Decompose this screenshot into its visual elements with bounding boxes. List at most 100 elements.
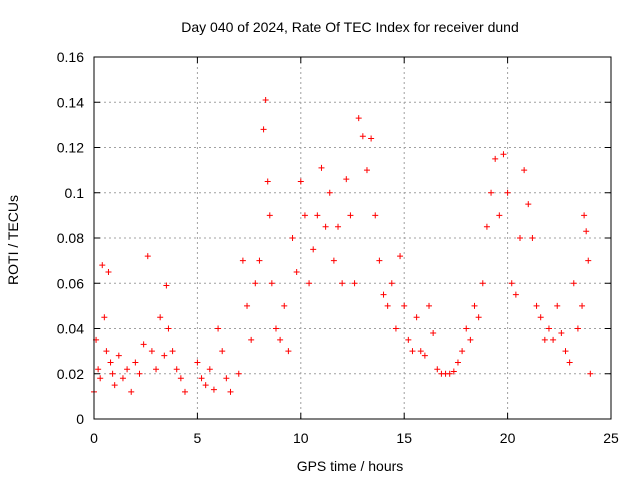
x-tick-label: 0 bbox=[90, 430, 98, 446]
x-tick-label: 5 bbox=[194, 430, 202, 446]
y-tick-label: 0.04 bbox=[57, 321, 84, 337]
y-tick-label: 0.16 bbox=[57, 49, 84, 65]
data-point bbox=[97, 375, 104, 382]
x-axis-label: GPS time / hours bbox=[297, 458, 404, 474]
data-point bbox=[173, 366, 180, 373]
data-point bbox=[239, 257, 246, 264]
y-tick-label: 0.14 bbox=[57, 94, 84, 110]
data-point bbox=[95, 366, 102, 373]
data-point bbox=[467, 336, 474, 343]
data-point bbox=[202, 382, 209, 389]
data-point bbox=[500, 151, 507, 158]
data-point bbox=[99, 262, 106, 269]
data-point bbox=[330, 257, 337, 264]
data-point bbox=[579, 302, 586, 309]
data-point bbox=[537, 314, 544, 321]
data-point bbox=[318, 164, 325, 171]
data-point bbox=[210, 386, 217, 393]
data-point bbox=[136, 370, 143, 377]
data-point bbox=[434, 366, 441, 373]
data-point bbox=[479, 280, 486, 287]
data-point bbox=[281, 302, 288, 309]
data-point bbox=[550, 336, 557, 343]
data-point bbox=[314, 212, 321, 219]
data-point bbox=[368, 135, 375, 142]
data-point bbox=[430, 330, 437, 337]
data-point bbox=[533, 302, 540, 309]
data-point bbox=[266, 212, 273, 219]
data-point bbox=[301, 212, 308, 219]
data-point bbox=[545, 325, 552, 332]
data-point bbox=[583, 228, 590, 235]
data-point bbox=[525, 201, 532, 208]
data-point bbox=[194, 359, 201, 366]
plot-frame bbox=[93, 56, 612, 420]
y-tick-label: 0 bbox=[76, 411, 84, 427]
data-point bbox=[223, 375, 230, 382]
data-point bbox=[496, 212, 503, 219]
data-point bbox=[264, 178, 271, 185]
data-point bbox=[111, 382, 118, 389]
data-point bbox=[426, 302, 433, 309]
data-point bbox=[256, 257, 263, 264]
data-point bbox=[219, 348, 226, 355]
data-point bbox=[417, 348, 424, 355]
y-tick-label: 0.1 bbox=[65, 185, 85, 201]
data-point bbox=[272, 325, 279, 332]
data-point bbox=[587, 370, 594, 377]
data-point bbox=[483, 223, 490, 230]
data-point bbox=[372, 212, 379, 219]
data-point bbox=[355, 115, 362, 122]
data-point bbox=[105, 268, 112, 275]
data-point bbox=[384, 302, 391, 309]
data-point bbox=[554, 302, 561, 309]
y-axis-label: ROTI / TECUs bbox=[5, 195, 21, 285]
axis-ticks: 0 0.02 0.04 0.06 0.08 0.1 0.12 0.14 0.16 0 5 10 15 20… bbox=[57, 49, 619, 446]
data-point bbox=[235, 370, 242, 377]
data-point bbox=[454, 359, 461, 366]
data-point bbox=[227, 388, 234, 395]
data-point bbox=[562, 348, 569, 355]
data-point bbox=[405, 336, 412, 343]
data-point bbox=[107, 359, 114, 366]
data-point bbox=[163, 282, 170, 289]
data-point bbox=[206, 366, 213, 373]
data-point bbox=[285, 348, 292, 355]
data-point bbox=[198, 375, 205, 382]
data-point bbox=[181, 388, 188, 395]
data-point bbox=[450, 368, 457, 375]
data-point bbox=[262, 96, 269, 103]
data-point bbox=[351, 280, 358, 287]
data-point bbox=[103, 348, 110, 355]
data-point bbox=[512, 291, 519, 298]
data-point bbox=[153, 366, 160, 373]
data-point bbox=[289, 235, 296, 241]
data-point bbox=[339, 280, 346, 287]
data-point bbox=[463, 325, 470, 332]
x-tick-label: 15 bbox=[396, 430, 412, 446]
data-point bbox=[446, 370, 453, 377]
data-point bbox=[101, 314, 108, 321]
data-point bbox=[306, 280, 313, 287]
data-point bbox=[471, 302, 478, 309]
data-point bbox=[310, 246, 317, 253]
data-point bbox=[297, 178, 304, 185]
data-point bbox=[508, 280, 515, 287]
data-point bbox=[566, 359, 573, 366]
data-point bbox=[363, 167, 370, 174]
data-points bbox=[91, 96, 594, 395]
data-point bbox=[157, 314, 164, 321]
data-point bbox=[109, 370, 116, 377]
data-point bbox=[581, 212, 588, 219]
data-point bbox=[585, 257, 592, 264]
data-point bbox=[165, 325, 172, 332]
data-point bbox=[397, 253, 404, 260]
x-tick-label: 25 bbox=[603, 430, 619, 446]
y-tick-label: 0.02 bbox=[57, 366, 84, 382]
data-point bbox=[132, 359, 139, 366]
data-point bbox=[293, 268, 300, 275]
x-tick-label: 10 bbox=[293, 430, 309, 446]
data-point bbox=[244, 302, 251, 309]
data-point bbox=[115, 352, 122, 359]
data-point bbox=[388, 280, 395, 287]
